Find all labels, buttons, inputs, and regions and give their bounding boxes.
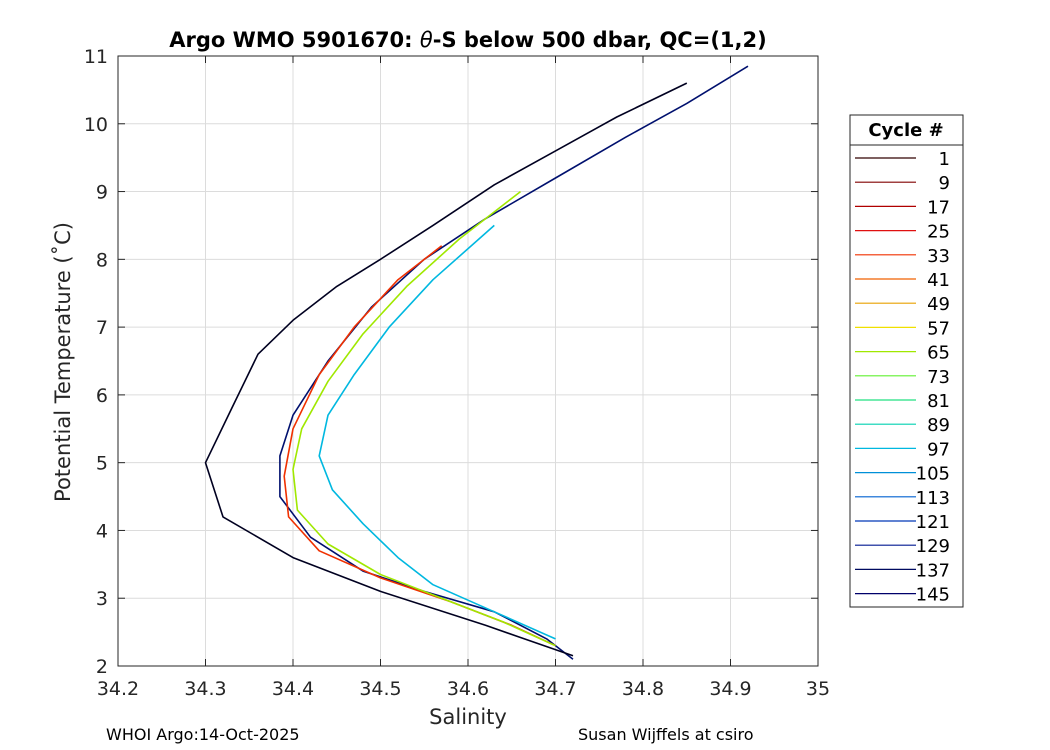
title-theta: θ [420, 28, 433, 52]
series-group [204, 65, 749, 660]
legend-box [849, 114, 964, 608]
y-tick-label: 6 [96, 385, 108, 407]
x-tick-label: 34.9 [709, 678, 751, 700]
chart-title: Argo WMO 5901670: θ-S below 500 dbar, QC… [169, 28, 766, 52]
legend-label: 49 [927, 294, 950, 315]
legend-label: 113 [916, 488, 950, 509]
legend-label: 121 [916, 512, 950, 533]
title-suffix: -S below 500 dbar, QC=(1,2) [433, 28, 767, 52]
y-tick-label: 11 [84, 46, 108, 68]
legend: Cycle # 1 9 17 25 33 41 49 57 65 73 81 89 97 105 113 12… [849, 114, 964, 608]
footer-right-credit: Susan Wijffels at csiro [578, 725, 754, 744]
legend-label: 57 [927, 318, 950, 339]
x-tick-label: 34.8 [622, 678, 664, 700]
x-tick-label: 34.3 [184, 678, 226, 700]
legend-label: 89 [927, 415, 950, 436]
legend-label: 25 [927, 222, 950, 243]
y-tick-label: 4 [96, 520, 108, 542]
x-axis-label: Salinity [429, 705, 507, 729]
legend-label: 33 [927, 246, 950, 267]
title-prefix: Argo WMO 5901670: [169, 28, 420, 52]
legend-label: 1 [939, 149, 950, 170]
y-tick-label: 8 [96, 249, 108, 271]
x-tick-label: 34.5 [359, 678, 401, 700]
x-tick-label: 35 [806, 678, 830, 700]
legend-label: 65 [927, 343, 950, 364]
legend-label: 97 [927, 439, 950, 460]
legend-title: Cycle # [868, 120, 943, 141]
legend-label: 137 [916, 560, 950, 581]
y-tick-label: 9 [96, 182, 108, 204]
legend-label: 41 [927, 270, 950, 291]
footer-left-credit: WHOI Argo:14-Oct-2025 [106, 725, 300, 744]
legend-label: 73 [927, 367, 950, 388]
x-tick-label: 34.7 [534, 678, 576, 700]
y-tick-label: 5 [96, 453, 108, 475]
series-line [318, 224, 556, 640]
y-axis-label: Potential Temperature (˚C) [51, 222, 75, 502]
series-line [279, 65, 749, 660]
legend-label: 81 [927, 391, 950, 412]
x-tick-label: 34.4 [272, 678, 314, 700]
y-tick-label: 2 [96, 656, 108, 678]
x-tick-label: 34.2 [97, 678, 139, 700]
y-tick-label: 7 [96, 317, 108, 339]
legend-label: 145 [916, 585, 950, 606]
y-tick-label: 10 [84, 114, 108, 136]
legend-label: 9 [939, 173, 950, 194]
legend-label: 129 [916, 536, 950, 557]
legend-label: 105 [916, 464, 950, 485]
tick-group: 34.2 34.3 34.4 34.5 34.6 34.7 34.8 34.9 35 2 3 4 5 6 7… [84, 46, 830, 700]
series-line [292, 190, 556, 647]
series-line [204, 82, 688, 657]
x-tick-label: 34.6 [447, 678, 489, 700]
y-tick-label: 3 [96, 588, 108, 610]
legend-items: 1 9 17 25 33 41 49 57 65 73 81 89 97 105 113 121 129 137 1… [855, 149, 950, 606]
legend-label: 17 [927, 197, 950, 218]
